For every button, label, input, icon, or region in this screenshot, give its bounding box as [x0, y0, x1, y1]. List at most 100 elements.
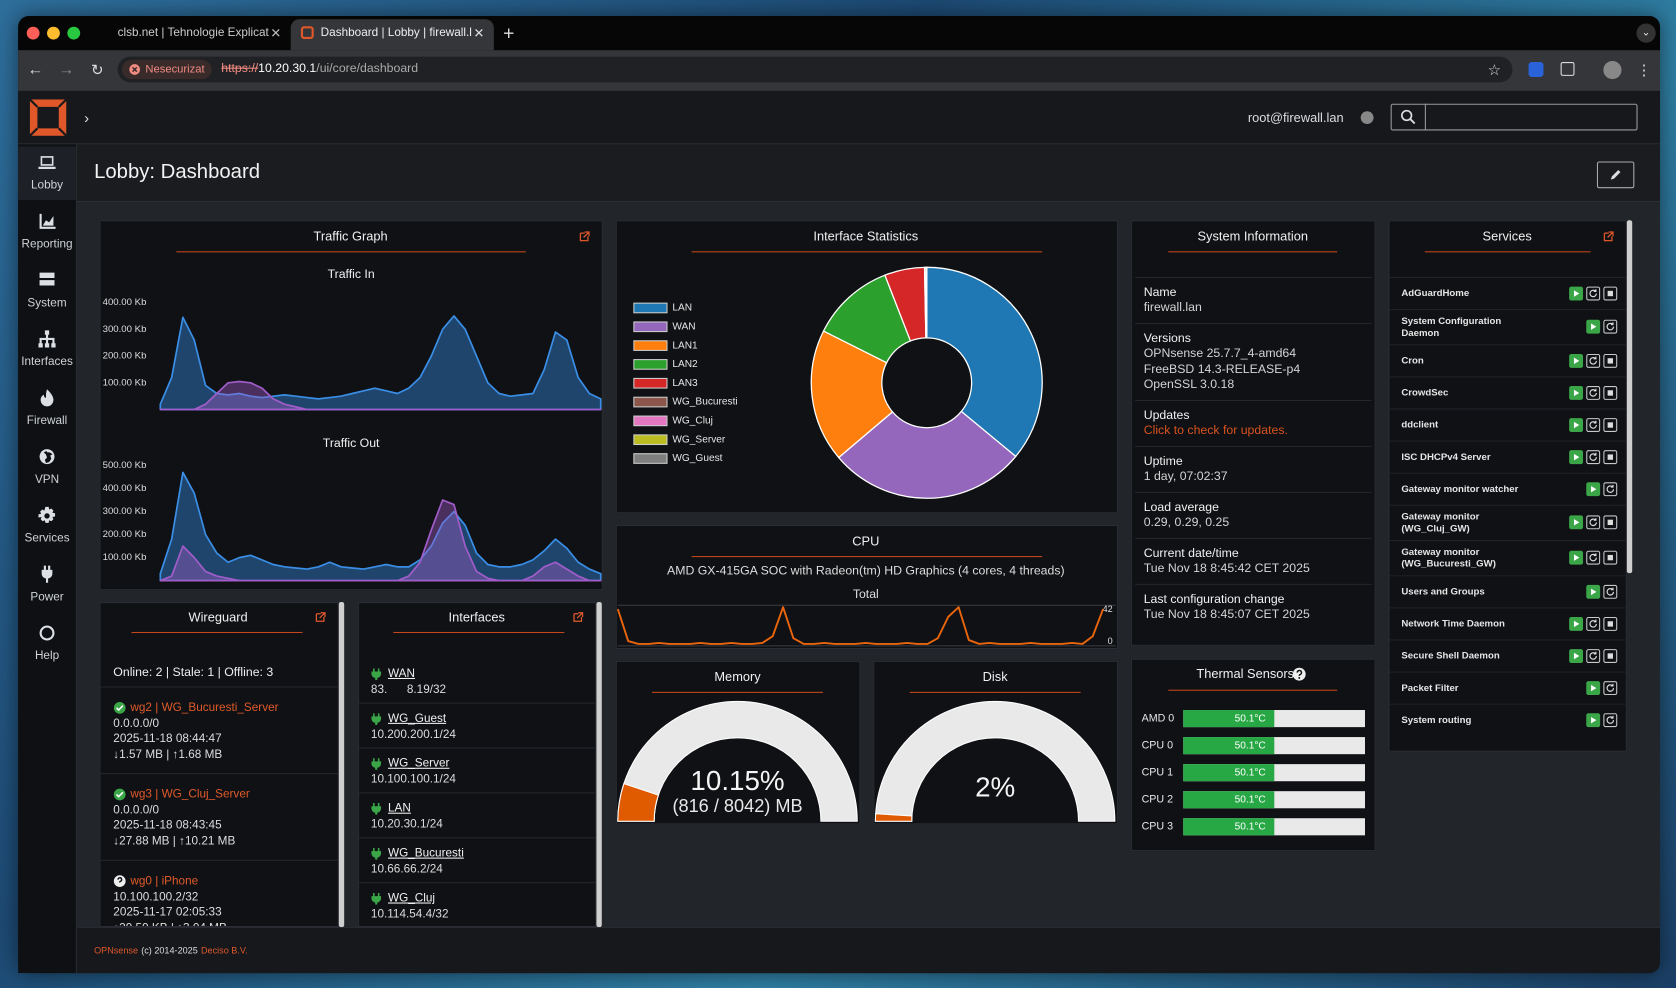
- tab-title[interactable]: Dashboard | Lobby | firewall.l: [320, 26, 472, 40]
- external-link[interactable]: [573, 612, 584, 623]
- info-value: firewall.lan: [1143, 301, 1202, 315]
- nav-label[interactable]: Services: [24, 531, 70, 545]
- restart-button[interactable]: [1603, 712, 1618, 727]
- stop-button[interactable]: [1603, 417, 1618, 432]
- zoom-button[interactable]: [67, 26, 81, 40]
- restart-button[interactable]: [1586, 353, 1601, 368]
- stop-button[interactable]: [1603, 385, 1618, 400]
- user-name[interactable]: root@firewall.lan: [1247, 110, 1344, 126]
- extensions-button[interactable]: [1560, 62, 1575, 76]
- restart-button[interactable]: [1586, 648, 1601, 663]
- restart-button[interactable]: [1586, 286, 1601, 301]
- sidebar-toggle[interactable]: ›: [84, 109, 90, 127]
- interface-name[interactable]: WG_Server: [388, 757, 450, 770]
- footer-brand[interactable]: OPNsense: [94, 944, 139, 956]
- omnibox[interactable]: [117, 56, 1513, 83]
- close-button[interactable]: [26, 26, 40, 40]
- nav-label[interactable]: Reporting: [21, 237, 73, 251]
- forward-button[interactable]: →: [58, 60, 75, 79]
- restart-button[interactable]: [1603, 320, 1618, 334]
- service-actions: [1583, 678, 1618, 697]
- tab-close[interactable]: ✕: [270, 25, 282, 41]
- help-icon[interactable]: [1292, 667, 1306, 681]
- nav-label[interactable]: Firewall: [26, 414, 68, 428]
- stop-button[interactable]: [1603, 648, 1618, 663]
- widget-title: System Information: [1197, 228, 1308, 244]
- restart-button[interactable]: [1586, 385, 1601, 400]
- stop-button[interactable]: [1603, 286, 1618, 301]
- tab-close[interactable]: ✕: [473, 25, 485, 41]
- restart-button[interactable]: [1586, 550, 1601, 565]
- restart-button[interactable]: [1586, 449, 1601, 464]
- stop-button[interactable]: [1603, 353, 1618, 368]
- stop-button[interactable]: [1603, 515, 1618, 530]
- restart-button[interactable]: [1603, 584, 1618, 599]
- nav-label[interactable]: Power: [30, 590, 64, 604]
- start-button[interactable]: [1569, 616, 1584, 631]
- nav-label[interactable]: System: [27, 296, 67, 310]
- external-link[interactable]: [1603, 231, 1614, 242]
- profile-button[interactable]: [1603, 60, 1622, 80]
- start-button[interactable]: [1586, 712, 1601, 727]
- info-label: Versions: [1143, 332, 1191, 345]
- scrollbar[interactable]: [596, 602, 602, 928]
- tab-search[interactable]: ⌄: [1636, 23, 1656, 43]
- interface-name[interactable]: WAN: [388, 667, 416, 681]
- restart-button[interactable]: [1586, 515, 1601, 530]
- back-button[interactable]: ←: [27, 60, 44, 79]
- restart-button[interactable]: [1586, 417, 1601, 432]
- start-button[interactable]: [1569, 550, 1584, 565]
- peer-name[interactable]: wg0 | iPhone: [130, 874, 199, 888]
- scrollbar[interactable]: [1626, 220, 1633, 574]
- nav-label[interactable]: VPN: [34, 473, 60, 486]
- edit-button[interactable]: [1596, 161, 1635, 189]
- security-text[interactable]: Nesecurizat: [145, 62, 205, 76]
- restart-button[interactable]: [1586, 616, 1601, 631]
- start-button[interactable]: [1569, 417, 1584, 432]
- logo[interactable]: [26, 95, 71, 140]
- start-button[interactable]: [1586, 680, 1601, 695]
- start-button[interactable]: [1569, 449, 1584, 464]
- stop-button[interactable]: [1603, 550, 1618, 565]
- start-button[interactable]: [1569, 385, 1584, 400]
- footer-company[interactable]: Deciso B.V.: [200, 944, 248, 956]
- security-chip[interactable]: [121, 59, 212, 80]
- peer-name[interactable]: wg3 | WG_Cluj_Server: [130, 788, 250, 801]
- start-button[interactable]: [1569, 648, 1584, 663]
- stop-button[interactable]: [1603, 616, 1618, 631]
- search-icon[interactable]: [1400, 109, 1416, 125]
- interface-name[interactable]: LAN: [388, 801, 411, 815]
- service-actions: [1566, 448, 1618, 467]
- nav-label[interactable]: Interfaces: [21, 355, 73, 369]
- reload-button[interactable]: ↻: [90, 60, 104, 79]
- external-link[interactable]: [579, 231, 590, 242]
- start-button[interactable]: [1569, 353, 1584, 368]
- interface-name[interactable]: WG_Bucuresti: [388, 846, 464, 860]
- url[interactable]: https://10.20.30.1/ui/core/dashboard: [221, 63, 418, 75]
- start-button[interactable]: [1569, 515, 1584, 530]
- start-button[interactable]: [1569, 286, 1584, 301]
- extension-icon[interactable]: [1528, 62, 1544, 77]
- start-button[interactable]: [1586, 320, 1601, 334]
- stop-icon: [1607, 653, 1613, 659]
- stop-button[interactable]: [1603, 449, 1618, 464]
- active-tab[interactable]: [290, 19, 494, 51]
- peer-name[interactable]: wg2 | WG_Bucuresti_Server: [130, 701, 279, 715]
- info-link[interactable]: Click to check for updates.: [1143, 424, 1288, 438]
- scrollbar[interactable]: [338, 602, 345, 928]
- bookmark-star[interactable]: ☆: [1487, 60, 1502, 79]
- menu-button[interactable]: ⋮: [1636, 60, 1652, 79]
- tab-title[interactable]: clsb.net | Tehnologie Explicat: [117, 26, 269, 40]
- interface-name[interactable]: WG_Cluj: [388, 891, 436, 905]
- nav-label[interactable]: Lobby: [31, 179, 64, 192]
- nav-label[interactable]: Help: [34, 649, 60, 663]
- external-link[interactable]: [315, 612, 326, 623]
- restart-button[interactable]: [1603, 482, 1618, 496]
- restart-button[interactable]: [1603, 680, 1618, 695]
- start-button[interactable]: [1586, 584, 1601, 599]
- minimize-button[interactable]: [47, 26, 60, 40]
- start-button[interactable]: [1586, 482, 1601, 496]
- interface-name[interactable]: WG_Guest: [388, 712, 447, 725]
- search-box[interactable]: [1390, 103, 1638, 131]
- new-tab[interactable]: +: [503, 22, 515, 44]
